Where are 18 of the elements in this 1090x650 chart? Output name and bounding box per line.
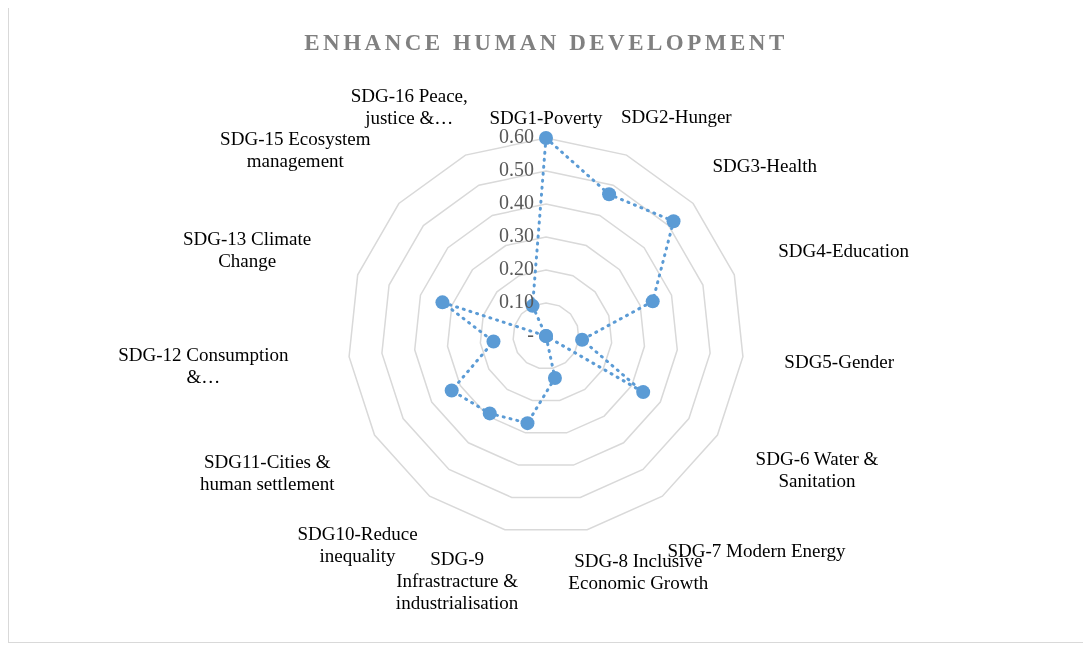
y-tick-label: 0.40: [499, 191, 534, 214]
spoke-label: SDG3-Health: [712, 155, 818, 177]
y-tick-label: -: [527, 323, 534, 346]
y-tick-label: 0.50: [499, 158, 534, 181]
chart-title: ENHANCE HUMAN DEVELOPMENT: [303, 29, 789, 57]
spoke-label: SDG-6 Water & Sanitation: [755, 448, 879, 492]
spoke-label: SDG2-Hunger: [620, 106, 733, 128]
spoke-label: SDG-13 Climate Change: [183, 228, 312, 272]
y-tick-label: 0.60: [499, 125, 534, 148]
spoke-label: SDG-12 Consumption &…: [118, 343, 290, 387]
spoke-label: SDG11-Cities & human settlement: [199, 450, 336, 494]
spoke-label: SDG4-Education: [778, 240, 910, 262]
y-tick-label: 0.30: [499, 224, 534, 247]
spoke-label: SDG-16 Peace, justice &…: [350, 84, 468, 128]
spoke-label: SDG1-Poverty: [489, 106, 603, 128]
spoke-label: SDG5-Gender: [784, 351, 895, 373]
y-tick-label: 0.20: [499, 257, 534, 280]
spoke-label: SDG-15 Ecosystem management: [220, 127, 371, 171]
